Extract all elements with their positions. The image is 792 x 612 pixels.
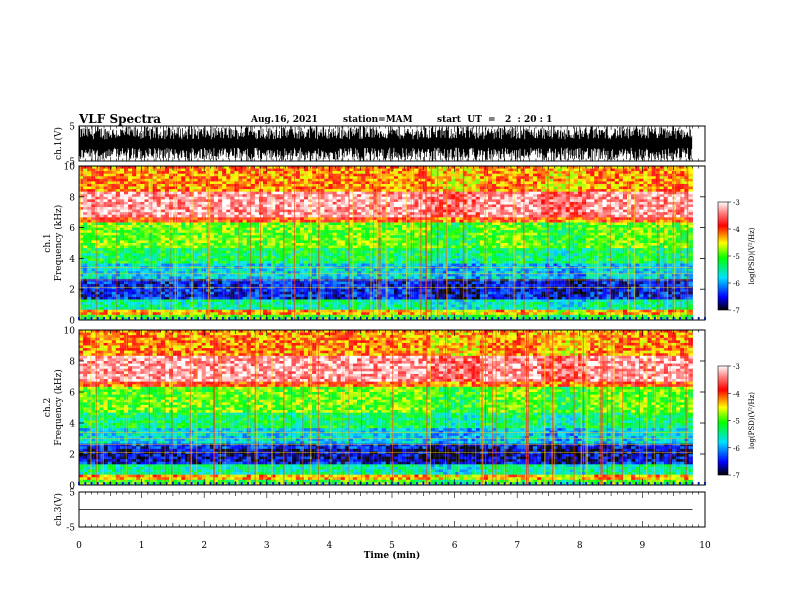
x-tick-label: 4: [327, 541, 333, 551]
colorbar-tick-label: -3: [733, 363, 740, 371]
y-tick-label: 8: [69, 358, 75, 368]
colorbar-tick-label: -4: [733, 390, 740, 398]
colorbar-tick-label: -5: [733, 418, 740, 426]
start-time-label: start UT = 2 : 20 : 1: [437, 115, 553, 125]
y-tick-label: 4: [69, 255, 75, 265]
colorbar-label: log(PSD)(V²/Hz): [748, 227, 756, 284]
colorbar-tick-label: -5: [733, 253, 740, 261]
x-tick-label: 1: [139, 541, 145, 551]
y-tick-label: 6: [69, 224, 75, 234]
x-tick-label: 2: [201, 541, 207, 551]
x-tick-label: 9: [640, 541, 646, 551]
colorbar-tick-label: -4: [733, 226, 740, 234]
y-tick-label: 2: [69, 451, 75, 461]
date-label: Aug.16, 2021: [251, 115, 318, 125]
y-tick-label: 5: [69, 123, 75, 133]
y-tick-label: 6: [69, 389, 75, 399]
colorbar-label: log(PSD)(V²/Hz): [748, 392, 756, 449]
y-tick-label: 2: [69, 286, 75, 296]
x-tick-label: 6: [452, 541, 458, 551]
y-tick-label: 10: [64, 163, 76, 173]
y-tick-label: -5: [66, 524, 75, 534]
x-tick-label: 10: [699, 541, 711, 551]
spectrogram-ch2: [78, 329, 729, 486]
colorbar-tick-label: -6: [733, 445, 740, 453]
colorbar-tick-label: -7: [733, 307, 740, 315]
y-axis-label: Frequency (kHz): [53, 205, 64, 282]
y-axis-label: ch.2: [43, 398, 53, 417]
colorbar: [717, 201, 729, 311]
x-tick-label: 5: [389, 541, 395, 551]
spectrogram-ch1: [78, 165, 729, 321]
y-tick-label: -5: [66, 158, 75, 168]
colorbar-tick-label: -7: [733, 472, 740, 480]
chart-title: VLF Spectra: [79, 112, 162, 126]
y-axis-label: Frequency (kHz): [53, 369, 64, 446]
x-tick-label: 8: [577, 541, 583, 551]
y-axis-label: ch.1(V): [53, 127, 64, 160]
y-tick-label: 4: [69, 420, 75, 430]
station-label: station=MAM: [343, 115, 413, 125]
y-tick-label: 0: [69, 317, 75, 327]
waveform-trace: [78, 126, 693, 161]
y-axis-label: ch.1: [43, 233, 53, 252]
y-tick-label: 5: [69, 489, 75, 499]
colorbar-tick-label: -6: [733, 280, 740, 288]
y-tick-label: 0: [69, 482, 75, 492]
colorbar: [717, 365, 729, 476]
x-tick-label: 3: [264, 541, 270, 551]
x-tick-label: 7: [514, 541, 520, 551]
colorbar-tick-label: -3: [733, 199, 740, 207]
y-tick-label: 8: [69, 193, 75, 203]
y-tick-label: 10: [64, 327, 76, 337]
x-axis-label: Time (min): [364, 550, 421, 561]
y-axis-label: ch.3(V): [53, 493, 64, 526]
x-tick-label: 0: [76, 541, 82, 551]
